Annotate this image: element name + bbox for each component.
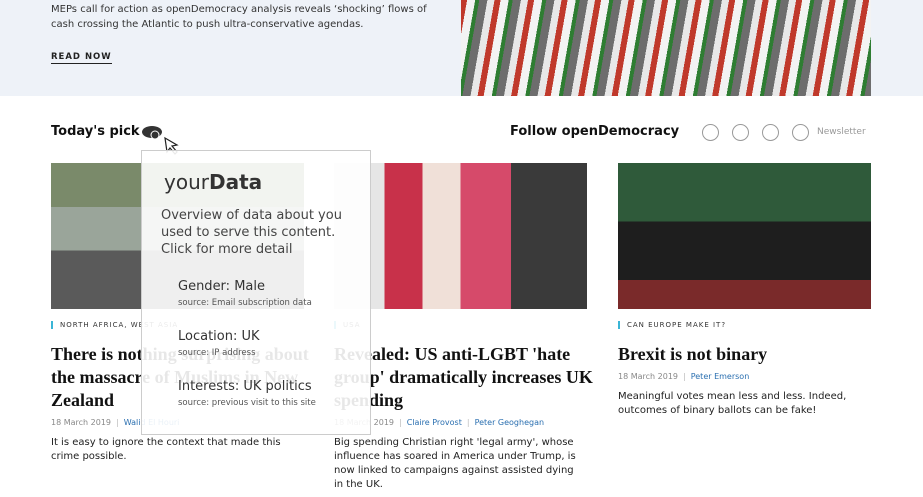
article-blurb: It is easy to ignore the context that ma… [51,437,281,462]
article-blurb: Meaningful votes mean less and less. Ind… [618,391,847,416]
data-source: source: previous visit to this site [178,398,316,408]
facebook-icon[interactable] [702,124,719,141]
read-now[interactable]: READ NOW [51,52,112,64]
popup-description: Overview of data about you used to serve… [161,208,342,257]
separator: | [683,372,686,381]
article-image[interactable] [334,163,587,309]
separator: | [399,418,402,427]
follow-title: Follow openDemocracy [510,124,680,139]
data-label: Interests: UK politics [178,379,312,394]
separator: | [466,418,470,427]
newsletter-link[interactable]: Newsletter [817,127,866,137]
separator: | [116,418,119,427]
hero: MEPs call for action as openDemocracy an… [0,0,923,96]
article-author[interactable]: Peter Geoghegan [474,418,545,427]
article-meta: 18 March 2019 | Peter Emerson [618,372,749,381]
popup-title-light: your [164,170,209,194]
hero-text: MEPs call for action as openDemocracy an… [51,4,427,30]
article-author[interactable]: Claire Provost [406,418,462,427]
article-title[interactable]: Brexit is not binary [618,344,768,364]
youtube-icon[interactable] [762,124,779,141]
article-image[interactable] [618,163,871,309]
todays-pick: Today's pick [51,124,140,139]
your-data-popup[interactable]: yourData Overview of data about you used… [141,150,371,435]
data-label: Location: UK [178,329,260,344]
article-date: 18 March 2019 [618,372,679,381]
article-tag[interactable]: North Africa, West Asia [51,321,178,329]
newsletter-icon[interactable] [792,124,809,141]
article-blurb: Big spending Christian right 'legal army… [334,437,576,490]
hero-image[interactable] [461,0,871,96]
popup-title: yourData [164,170,262,194]
article-date: 18 March 2019 [51,418,112,427]
data-source: source: Email subscription data [178,298,312,308]
data-label: Gender: Male [178,279,265,294]
twitter-icon[interactable] [732,124,749,141]
data-source: source: IP address [178,348,256,358]
article-author[interactable]: Peter Emerson [690,372,750,381]
article-title[interactable]: Revealed: US anti-LGBT 'hate group' dram… [334,344,593,410]
popup-title-bold: Data [208,170,263,194]
article-tag[interactable]: Can Europe make it? [618,321,726,329]
